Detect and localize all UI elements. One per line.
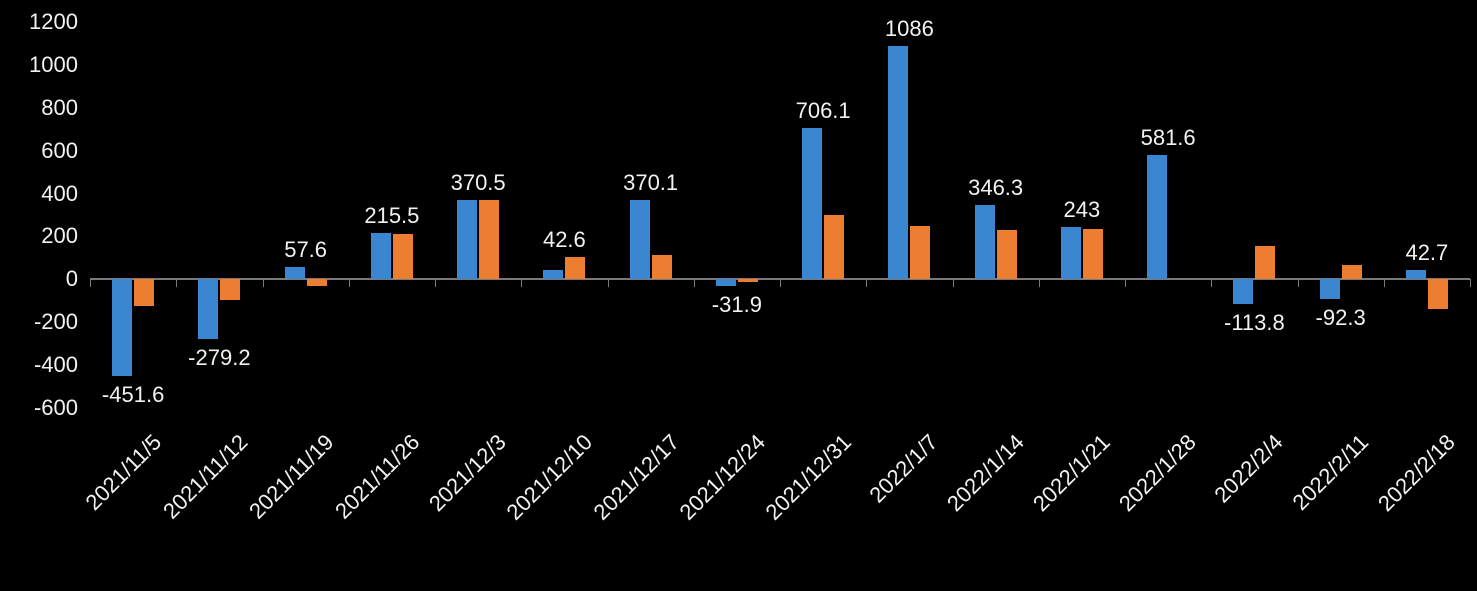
data-label: 706.1 xyxy=(795,97,851,123)
x-axis-tick xyxy=(348,279,350,288)
bar-blue xyxy=(198,279,219,340)
bar-blue xyxy=(715,279,736,287)
y-tick-label: -600 xyxy=(33,395,78,420)
data-label: -92.3 xyxy=(1315,305,1366,331)
bar-orange xyxy=(565,256,586,280)
bar-orange xyxy=(1427,279,1448,310)
x-axis-tick xyxy=(1470,279,1471,288)
bar-orange xyxy=(1082,228,1103,280)
bar-blue xyxy=(284,266,305,280)
x-tick-label: 2022/1/7 xyxy=(864,429,943,508)
x-axis-tick xyxy=(435,279,436,288)
data-label: 581.6 xyxy=(1140,124,1196,150)
x-axis-tick xyxy=(607,279,609,288)
data-label: 42.6 xyxy=(542,226,586,252)
bar-blue xyxy=(802,127,823,280)
x-axis-tick xyxy=(1383,279,1385,288)
data-label: -31.9 xyxy=(711,292,762,318)
x-tick-label: 2021/12/17 xyxy=(588,429,684,525)
data-label: 370.5 xyxy=(450,169,506,195)
y-tick-label: 400 xyxy=(41,180,78,206)
y-tick-label: -400 xyxy=(33,352,78,378)
bar-blue xyxy=(974,205,995,280)
x-axis-tick xyxy=(866,279,868,288)
data-label: 370.1 xyxy=(623,169,679,195)
x-tick-label: 2021/11/19 xyxy=(244,429,339,524)
bar-orange xyxy=(737,279,758,282)
data-label: 42.7 xyxy=(1405,240,1449,266)
y-tick-label: 200 xyxy=(41,223,78,249)
x-axis-tick xyxy=(521,279,523,288)
x-tick-label: 2021/12/31 xyxy=(760,429,857,525)
x-axis-tick xyxy=(780,279,781,288)
bar-blue xyxy=(1147,154,1168,280)
data-label: 57.6 xyxy=(284,236,328,262)
bar-blue xyxy=(370,233,391,280)
x-tick-label: 2021/12/10 xyxy=(501,429,598,525)
data-label: 1086 xyxy=(884,16,934,42)
x-tick-label: 2022/1/28 xyxy=(1114,429,1202,517)
x-tick-label: 2021/12/24 xyxy=(674,429,770,525)
bar-blue xyxy=(1060,227,1081,280)
x-axis-tick xyxy=(176,279,178,288)
bar-orange xyxy=(651,254,672,280)
x-tick-label: 2022/1/14 xyxy=(941,429,1029,517)
bar-blue xyxy=(1405,270,1426,280)
bar-blue xyxy=(888,46,909,280)
x-tick-label: 2022/2/18 xyxy=(1372,429,1460,517)
data-label: -451.6 xyxy=(101,382,165,408)
x-tick-label: 2022/2/4 xyxy=(1209,429,1288,508)
data-label: -113.8 xyxy=(1224,309,1285,335)
x-tick-label: 2021/11/5 xyxy=(80,429,167,516)
y-tick-label: 600 xyxy=(41,137,78,163)
x-axis-tick xyxy=(1211,279,1213,288)
data-label: 243 xyxy=(1063,197,1101,223)
y-tick-label: 800 xyxy=(41,94,78,120)
data-label: -279.2 xyxy=(188,345,251,371)
data-label: 215.5 xyxy=(364,203,420,229)
x-tick-label: 2022/2/11 xyxy=(1287,429,1374,516)
y-tick-label: 1200 xyxy=(29,9,78,34)
bar-blue xyxy=(457,199,478,280)
bar-orange xyxy=(996,230,1017,280)
bar-orange xyxy=(392,233,413,280)
y-tick-label: 1000 xyxy=(29,51,78,77)
bar-orange xyxy=(824,215,845,280)
x-tick-label: 2021/11/12 xyxy=(157,429,253,524)
bar-blue xyxy=(1233,279,1254,304)
x-tick-label: 2021/11/26 xyxy=(330,429,425,524)
x-axis-tick xyxy=(1297,279,1299,288)
bar-orange xyxy=(306,279,327,286)
bar-orange xyxy=(1255,246,1276,280)
bar-orange xyxy=(220,279,241,300)
y-tick-label: 0 xyxy=(65,266,78,292)
data-label: 346.3 xyxy=(968,175,1024,201)
bar-orange xyxy=(1341,265,1362,280)
x-tick-label: 2021/12/3 xyxy=(424,429,512,517)
x-axis-tick xyxy=(262,279,264,288)
bar-orange xyxy=(910,225,931,280)
y-tick-label: -200 xyxy=(33,309,78,335)
x-axis-tick xyxy=(952,279,954,288)
bar-blue xyxy=(1319,279,1340,300)
x-tick-label: 2022/1/21 xyxy=(1027,429,1115,517)
x-axis-tick xyxy=(90,279,91,288)
x-axis-tick xyxy=(1125,279,1126,288)
bar-orange xyxy=(479,200,500,280)
bar-blue xyxy=(629,199,650,280)
bar-orange xyxy=(134,279,155,307)
bar-blue xyxy=(112,279,133,377)
x-axis-tick xyxy=(1038,279,1040,288)
x-axis-tick xyxy=(693,279,695,288)
bar-blue xyxy=(543,270,564,280)
